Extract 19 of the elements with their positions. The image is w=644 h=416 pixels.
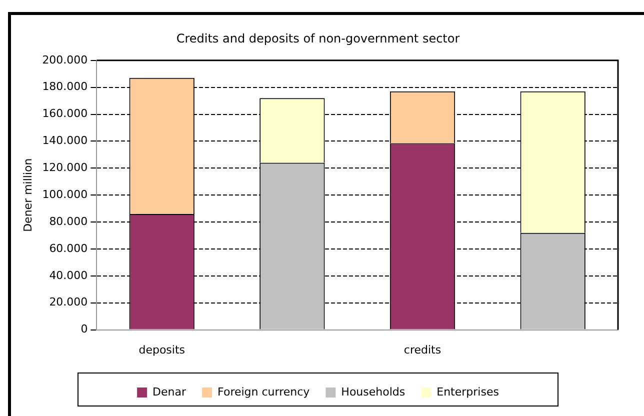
x-tick-label: deposits <box>138 343 186 356</box>
y-tick-label: 140.000 <box>42 134 88 148</box>
y-tick-label: 120.000 <box>42 161 88 174</box>
y-tick-label: 100.000 <box>42 188 88 201</box>
y-tick-label: 60.000 <box>49 242 88 255</box>
chart-title: Credits and deposits of non-government sector <box>176 31 460 46</box>
legend-label: Enterprises <box>436 385 500 398</box>
y-tick-label: 20.000 <box>49 296 88 309</box>
legend-label: Foreign currency <box>218 385 310 398</box>
y-axis-title: Dener million <box>21 158 34 232</box>
y-tick-label: 40.000 <box>49 268 88 282</box>
y-tick-label: 0 <box>80 322 88 336</box>
x-tick-label: credits <box>404 343 442 356</box>
y-tick-label: 180.000 <box>42 80 88 94</box>
y-tick-label: 160.000 <box>42 107 88 120</box>
legend-label: Households <box>341 385 406 398</box>
legend-label: Denar <box>152 385 187 398</box>
y-tick-label: 80.000 <box>49 214 88 228</box>
y-tick-label: 200.000 <box>42 53 88 66</box>
